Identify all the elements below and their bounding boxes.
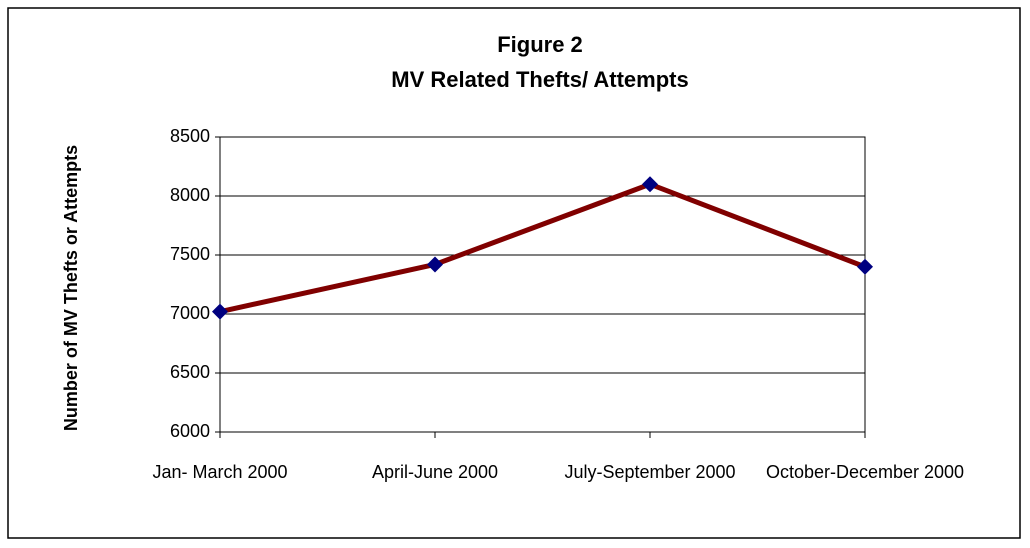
chart-border (7, 7, 1021, 539)
y-tick-label: 8000 (170, 185, 210, 205)
y-tick-label: 6500 (170, 362, 210, 382)
point-marker (427, 256, 443, 273)
x-tick-label: Jan- March 2000 (152, 462, 287, 482)
chart-subtitle: MV Related Thefts/ Attempts (391, 67, 688, 92)
point-marker (857, 258, 873, 275)
x-tick-label: October-December 2000 (766, 462, 964, 482)
line (219, 181, 866, 315)
y-tick-label: 7000 (170, 303, 210, 323)
point-marker (642, 176, 658, 193)
point-marker (212, 303, 228, 320)
y-axis-label: Number of MV Thefts or Attempts (61, 145, 81, 431)
y-tick-label: 6000 (170, 421, 210, 441)
plot-border (219, 136, 866, 433)
y-tick-label: 7500 (170, 244, 210, 264)
x-tick-label: July-September 2000 (564, 462, 735, 482)
x-tick-label: April-June 2000 (372, 462, 498, 482)
y-tick-label: 8500 (170, 126, 210, 146)
chart-title: Figure 2 (497, 32, 583, 57)
